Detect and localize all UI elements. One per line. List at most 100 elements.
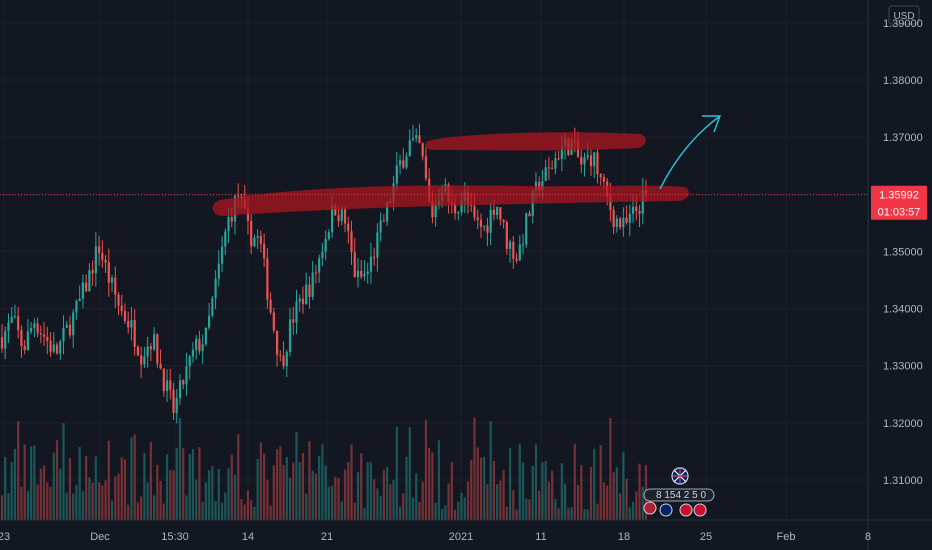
candle-body	[33, 323, 36, 328]
volume-bar	[94, 456, 97, 520]
volume-bar	[282, 465, 285, 520]
volume-bar	[136, 502, 140, 520]
volume-bar	[567, 507, 570, 520]
candle-body	[282, 355, 285, 367]
volume-bar	[240, 499, 243, 520]
volume-bar	[46, 482, 49, 520]
candle-body	[314, 272, 318, 274]
volume-bars	[0, 417, 648, 520]
candle-body	[110, 277, 114, 283]
candle-body	[631, 206, 635, 214]
time-tick-label: 14	[242, 531, 254, 543]
volume-bar	[30, 446, 33, 520]
candle-body	[10, 316, 13, 323]
volume-bar	[573, 443, 576, 520]
volume-bar	[408, 427, 411, 520]
price-axis[interactable]: USD 1.390001.380001.370001.360001.350001…	[867, 0, 932, 550]
candle-body	[408, 140, 411, 157]
support-highlight[interactable]	[212, 185, 689, 216]
candle-body	[178, 380, 182, 399]
candle-body	[59, 341, 62, 354]
volume-bar	[285, 457, 288, 520]
volume-bar	[628, 507, 631, 520]
candle-body	[560, 146, 563, 159]
volume-bar	[619, 493, 622, 520]
volume-bar	[253, 506, 256, 520]
volume-bar	[36, 484, 39, 520]
volume-bar	[521, 462, 525, 520]
event-badge[interactable]	[643, 488, 715, 502]
volume-bar	[525, 498, 528, 520]
candle-body	[460, 200, 463, 213]
candle-body	[353, 252, 356, 278]
time-axis[interactable]: 23 Dec 15:30 14 21 2021 11 18 25 Feb 8	[0, 519, 932, 543]
candle-body	[149, 346, 152, 350]
gb-flag-small-icon[interactable]	[659, 503, 673, 517]
candle-body	[285, 352, 288, 367]
candle-body	[250, 220, 253, 247]
time-tick-label: 23	[0, 531, 10, 543]
candle-body	[379, 220, 382, 233]
volume-bar	[541, 462, 544, 520]
candle-body	[638, 211, 641, 214]
candle-body	[169, 380, 172, 390]
resistance-highlight[interactable]	[425, 132, 646, 151]
volume-bar	[483, 456, 486, 520]
ca-flag-icon[interactable]	[693, 503, 707, 517]
volume-bar	[554, 499, 557, 520]
currency-box[interactable]	[888, 5, 920, 25]
candle-body	[470, 205, 473, 207]
candle-body	[224, 231, 227, 247]
candle-body	[275, 330, 279, 355]
volume-bar	[609, 417, 612, 520]
volume-bar	[120, 457, 123, 520]
candle-body	[398, 160, 402, 166]
candle-body	[295, 301, 298, 323]
candle-body	[318, 258, 321, 273]
volume-bar	[347, 462, 350, 520]
volume-bar	[259, 442, 262, 520]
volume-bar	[376, 488, 379, 520]
candle-body	[593, 152, 596, 167]
drawings[interactable]	[212, 115, 722, 216]
candle-body	[557, 158, 560, 160]
volume-bar	[85, 456, 88, 520]
volume-bar	[72, 493, 75, 520]
volume-bar	[466, 481, 470, 520]
volume-bar	[185, 495, 188, 520]
eu-flag-icon[interactable]	[679, 503, 693, 517]
event-markers[interactable]: 8 154 2 5 0	[643, 467, 715, 517]
volume-bar	[473, 417, 476, 520]
us-flag-icon[interactable]	[643, 501, 657, 515]
candle-body	[483, 225, 486, 227]
candle-body	[230, 217, 233, 222]
volume-bar	[580, 465, 583, 520]
volume-bar	[589, 466, 593, 520]
candle-body	[586, 155, 589, 158]
volume-bar	[91, 482, 94, 520]
uk-flag-cross-red	[673, 469, 687, 483]
volume-bar	[250, 500, 253, 520]
candle-body	[220, 246, 224, 264]
volume-bar	[479, 457, 483, 520]
volume-bar	[534, 444, 538, 520]
candle-body	[305, 284, 308, 305]
volume-bar	[512, 490, 515, 520]
candle-body	[201, 344, 204, 352]
volume-bar	[563, 483, 567, 520]
candle-body	[515, 258, 518, 261]
candle-body	[246, 208, 250, 221]
volume-bar	[88, 477, 91, 520]
last-price-value: 1.35992	[879, 190, 919, 202]
candle-body	[298, 298, 301, 302]
candle-body	[496, 207, 499, 216]
volume-bar	[593, 449, 596, 520]
candle-body	[17, 316, 20, 331]
projection-arrow[interactable]	[659, 115, 722, 190]
volume-bar	[382, 470, 385, 520]
volume-bar	[314, 473, 318, 520]
volume-bar	[301, 452, 305, 520]
volume-bar	[175, 448, 178, 520]
volume-bar	[272, 465, 275, 520]
